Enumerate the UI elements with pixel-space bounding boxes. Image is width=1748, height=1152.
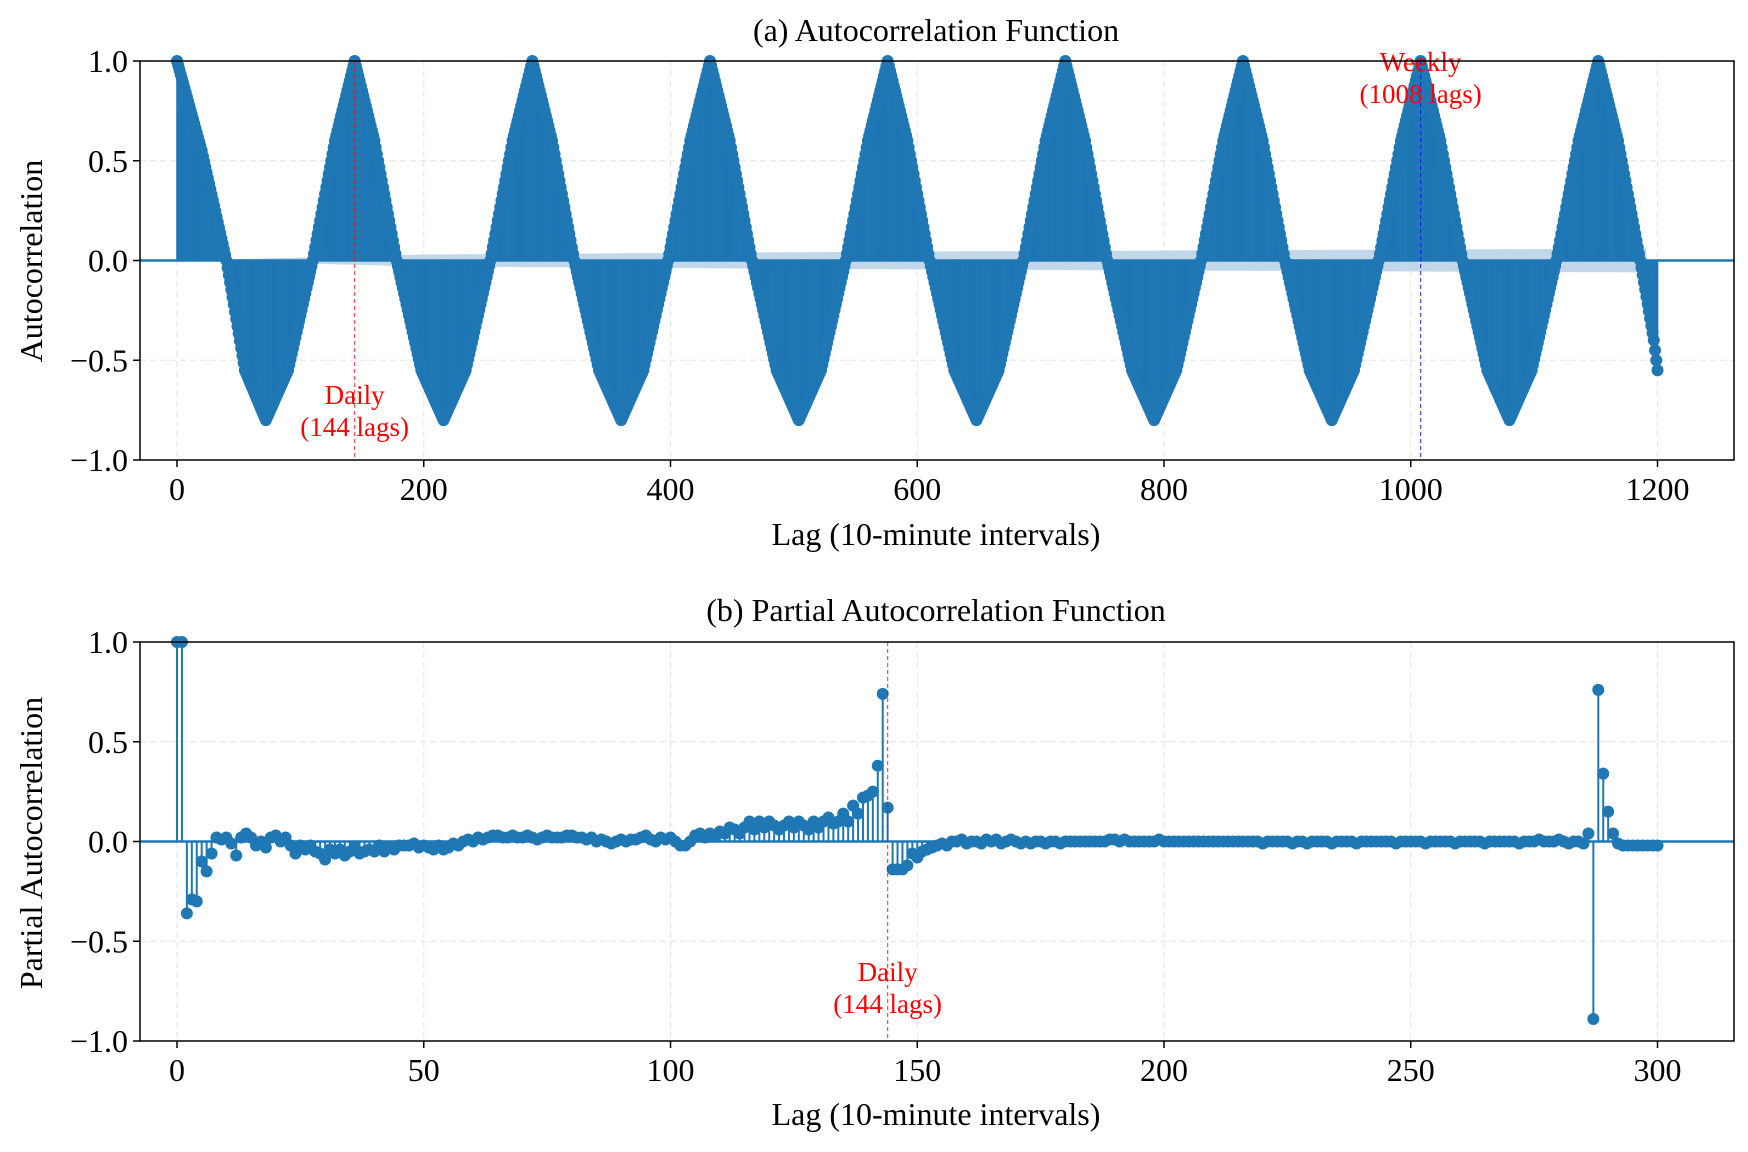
marker	[259, 841, 272, 854]
marker	[190, 895, 203, 908]
x-tick-label: 1200	[1626, 471, 1690, 507]
acf-xlabel: Lag (10-minute intervals)	[772, 516, 1101, 552]
x-tick-label: 1000	[1379, 471, 1443, 507]
pacf-panel: (b) Partial Autocorrelation Function Par…	[13, 592, 1735, 1132]
y-tick-label: 0.0	[88, 243, 128, 279]
y-tick-label: −0.5	[70, 923, 128, 959]
marker	[205, 847, 218, 860]
marker	[195, 855, 208, 868]
marker	[852, 807, 865, 820]
annotation-label: (144 lags)	[300, 412, 409, 442]
x-tick-label: 800	[1140, 471, 1188, 507]
x-tick-label: 400	[647, 471, 695, 507]
annotation-label: Daily	[325, 380, 385, 410]
y-tick-label: 0.5	[88, 724, 128, 760]
x-tick-label: 0	[169, 471, 185, 507]
y-tick-label: −1.0	[70, 442, 128, 478]
marker	[1597, 767, 1610, 780]
marker	[881, 801, 894, 814]
marker	[1587, 1013, 1600, 1026]
marker	[200, 865, 213, 878]
x-tick-label: 100	[647, 1052, 695, 1088]
marker	[1607, 827, 1620, 840]
marker	[180, 907, 193, 920]
y-tick-label: 0.5	[88, 143, 128, 179]
marker	[901, 859, 914, 872]
annotation-label: Daily	[858, 957, 918, 987]
marker	[230, 849, 243, 862]
y-tick-label: 1.0	[88, 624, 128, 660]
annotation-label: (1008 lags)	[1360, 79, 1482, 109]
marker	[319, 853, 332, 866]
x-tick-label: 150	[893, 1052, 941, 1088]
x-tick-label: 200	[1140, 1052, 1188, 1088]
marker	[1650, 354, 1663, 367]
marker	[1592, 683, 1605, 696]
x-tick-label: 600	[893, 471, 941, 507]
x-tick-label: 50	[408, 1052, 440, 1088]
marker	[1651, 364, 1664, 377]
y-tick-label: −0.5	[70, 342, 128, 378]
acf-title: (a) Autocorrelation Function	[753, 12, 1119, 48]
x-tick-label: 0	[169, 1052, 185, 1088]
acf-markers	[171, 55, 1664, 427]
y-tick-label: 0.0	[88, 824, 128, 860]
y-tick-label: 1.0	[88, 43, 128, 79]
x-tick-label: 250	[1387, 1052, 1435, 1088]
marker	[1582, 827, 1595, 840]
marker	[1647, 334, 1660, 347]
x-tick-label: 200	[400, 471, 448, 507]
pacf-xlabel: Lag (10-minute intervals)	[772, 1096, 1101, 1132]
y-tick-label: −1.0	[70, 1023, 128, 1059]
annotation-label: Weekly	[1380, 47, 1462, 77]
x-tick-label: 300	[1634, 1052, 1682, 1088]
acf-panel: (a) Autocorrelation Function Autocorrela…	[13, 12, 1735, 552]
pacf-ylabel: Partial Autocorrelation	[13, 697, 49, 989]
marker	[876, 687, 889, 700]
marker	[866, 785, 879, 798]
acf-ylabel: Autocorrelation	[13, 160, 49, 363]
marker	[1602, 805, 1615, 818]
annotation-label: (144 lags)	[833, 989, 942, 1019]
marker	[871, 759, 884, 772]
marker	[1649, 344, 1662, 357]
marker	[842, 815, 855, 828]
pacf-title: (b) Partial Autocorrelation Function	[706, 592, 1165, 628]
